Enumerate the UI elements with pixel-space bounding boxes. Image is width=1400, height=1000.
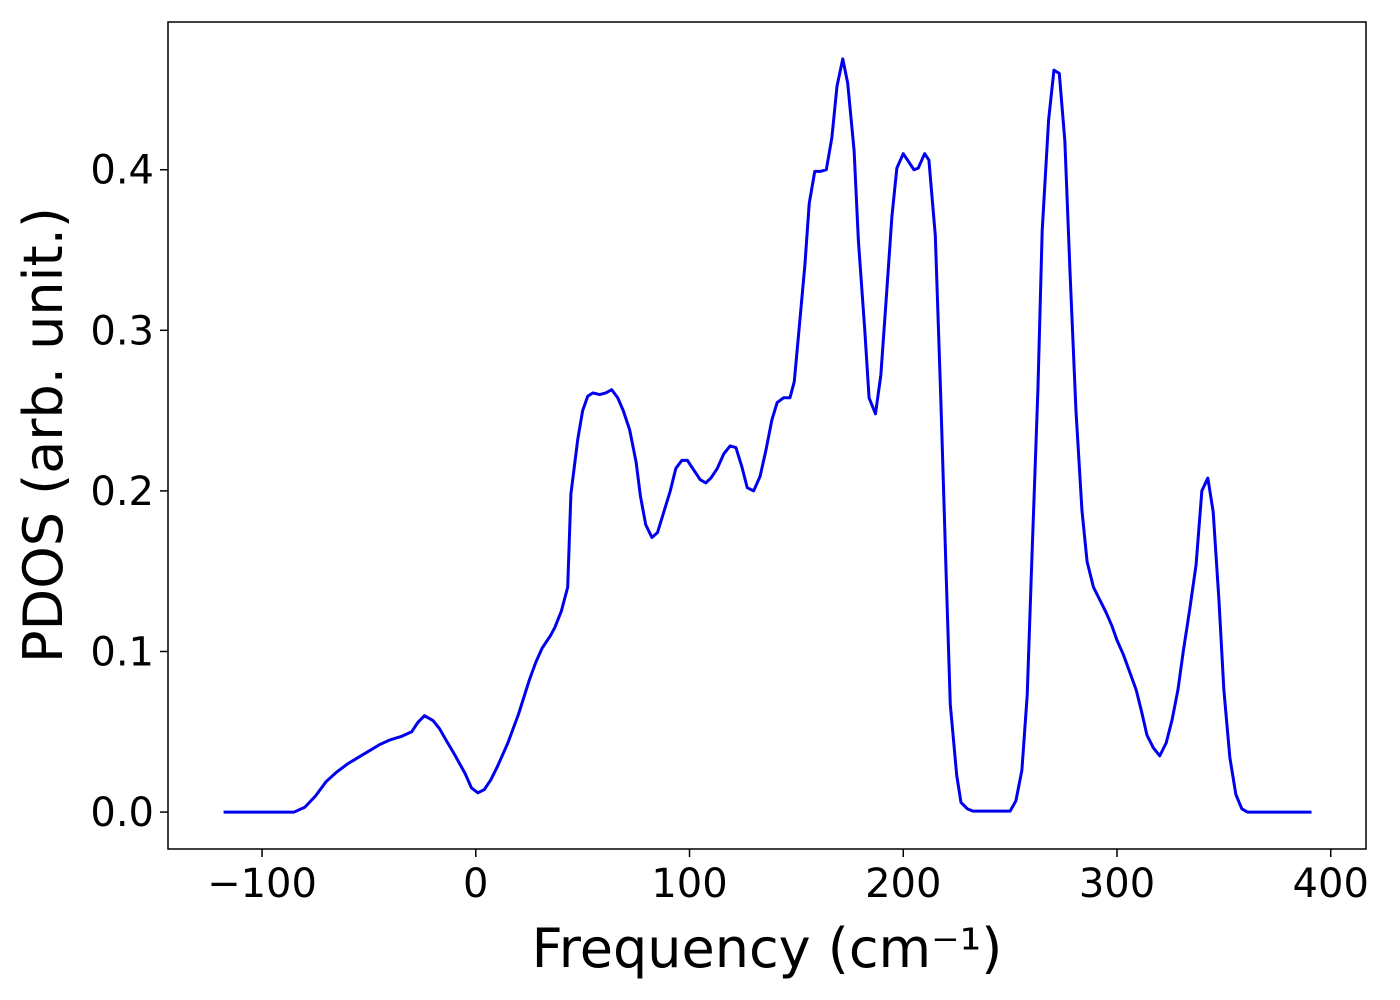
y-tick-label: 0.2 [90, 469, 154, 515]
y-tick-label: 0.1 [90, 629, 154, 675]
plot-frame [167, 21, 1367, 850]
y-tick-label: 0.0 [90, 790, 154, 836]
x-tick-label: 400 [1293, 861, 1369, 907]
x-axis-label: Frequency (cm⁻¹) [532, 917, 1003, 980]
data-line [223, 57, 1312, 814]
x-tick-label: 100 [651, 861, 727, 907]
y-tick-label: 0.3 [90, 308, 154, 354]
y-axis-label: PDOS (arb. unit.) [12, 207, 75, 663]
y-tick-label: 0.4 [90, 148, 154, 194]
x-tick-label: −100 [207, 861, 317, 907]
x-tick-label: 0 [463, 861, 488, 907]
x-tick-label: 200 [865, 861, 941, 907]
x-tick-label: 300 [1079, 861, 1155, 907]
